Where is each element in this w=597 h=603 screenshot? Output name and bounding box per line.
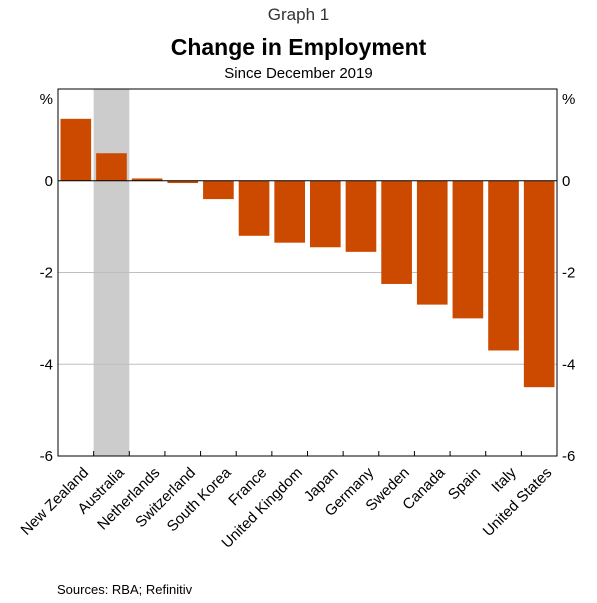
bar-4 (203, 180, 234, 200)
bar-2 (131, 178, 163, 181)
bar-1 (96, 153, 127, 181)
y-tick-label-left: -2 (40, 265, 53, 282)
y-unit-left: % (40, 91, 53, 108)
y-tick-label-right: -6 (562, 448, 575, 465)
chart-subtitle: Since December 2019 (224, 65, 373, 82)
bar-5 (238, 180, 270, 236)
y-tick-label-right: 0 (562, 173, 570, 190)
bar-11 (452, 180, 484, 319)
bar-12 (488, 180, 519, 351)
bar-0 (60, 118, 92, 181)
y-tick-label-left: -4 (40, 356, 53, 373)
bar-7 (309, 180, 341, 248)
bar-6 (274, 180, 306, 243)
y-unit-right: % (562, 91, 575, 108)
bar-9 (381, 180, 412, 284)
bar-10 (416, 180, 448, 305)
y-tick-label-right: -2 (562, 265, 575, 282)
category-label: Spain (445, 464, 484, 503)
bar-13 (523, 180, 555, 388)
chart-title: Change in Employment (170, 34, 427, 60)
source-note: Sources: RBA; Refinitiv (57, 582, 193, 597)
y-tick-label-right: -4 (562, 356, 575, 373)
bar-8 (345, 180, 377, 252)
bar-3 (167, 180, 199, 184)
y-tick-label-left: -6 (40, 448, 53, 465)
y-tick-label-left: 0 (45, 173, 53, 190)
graph-number: Graph 1 (267, 5, 330, 24)
